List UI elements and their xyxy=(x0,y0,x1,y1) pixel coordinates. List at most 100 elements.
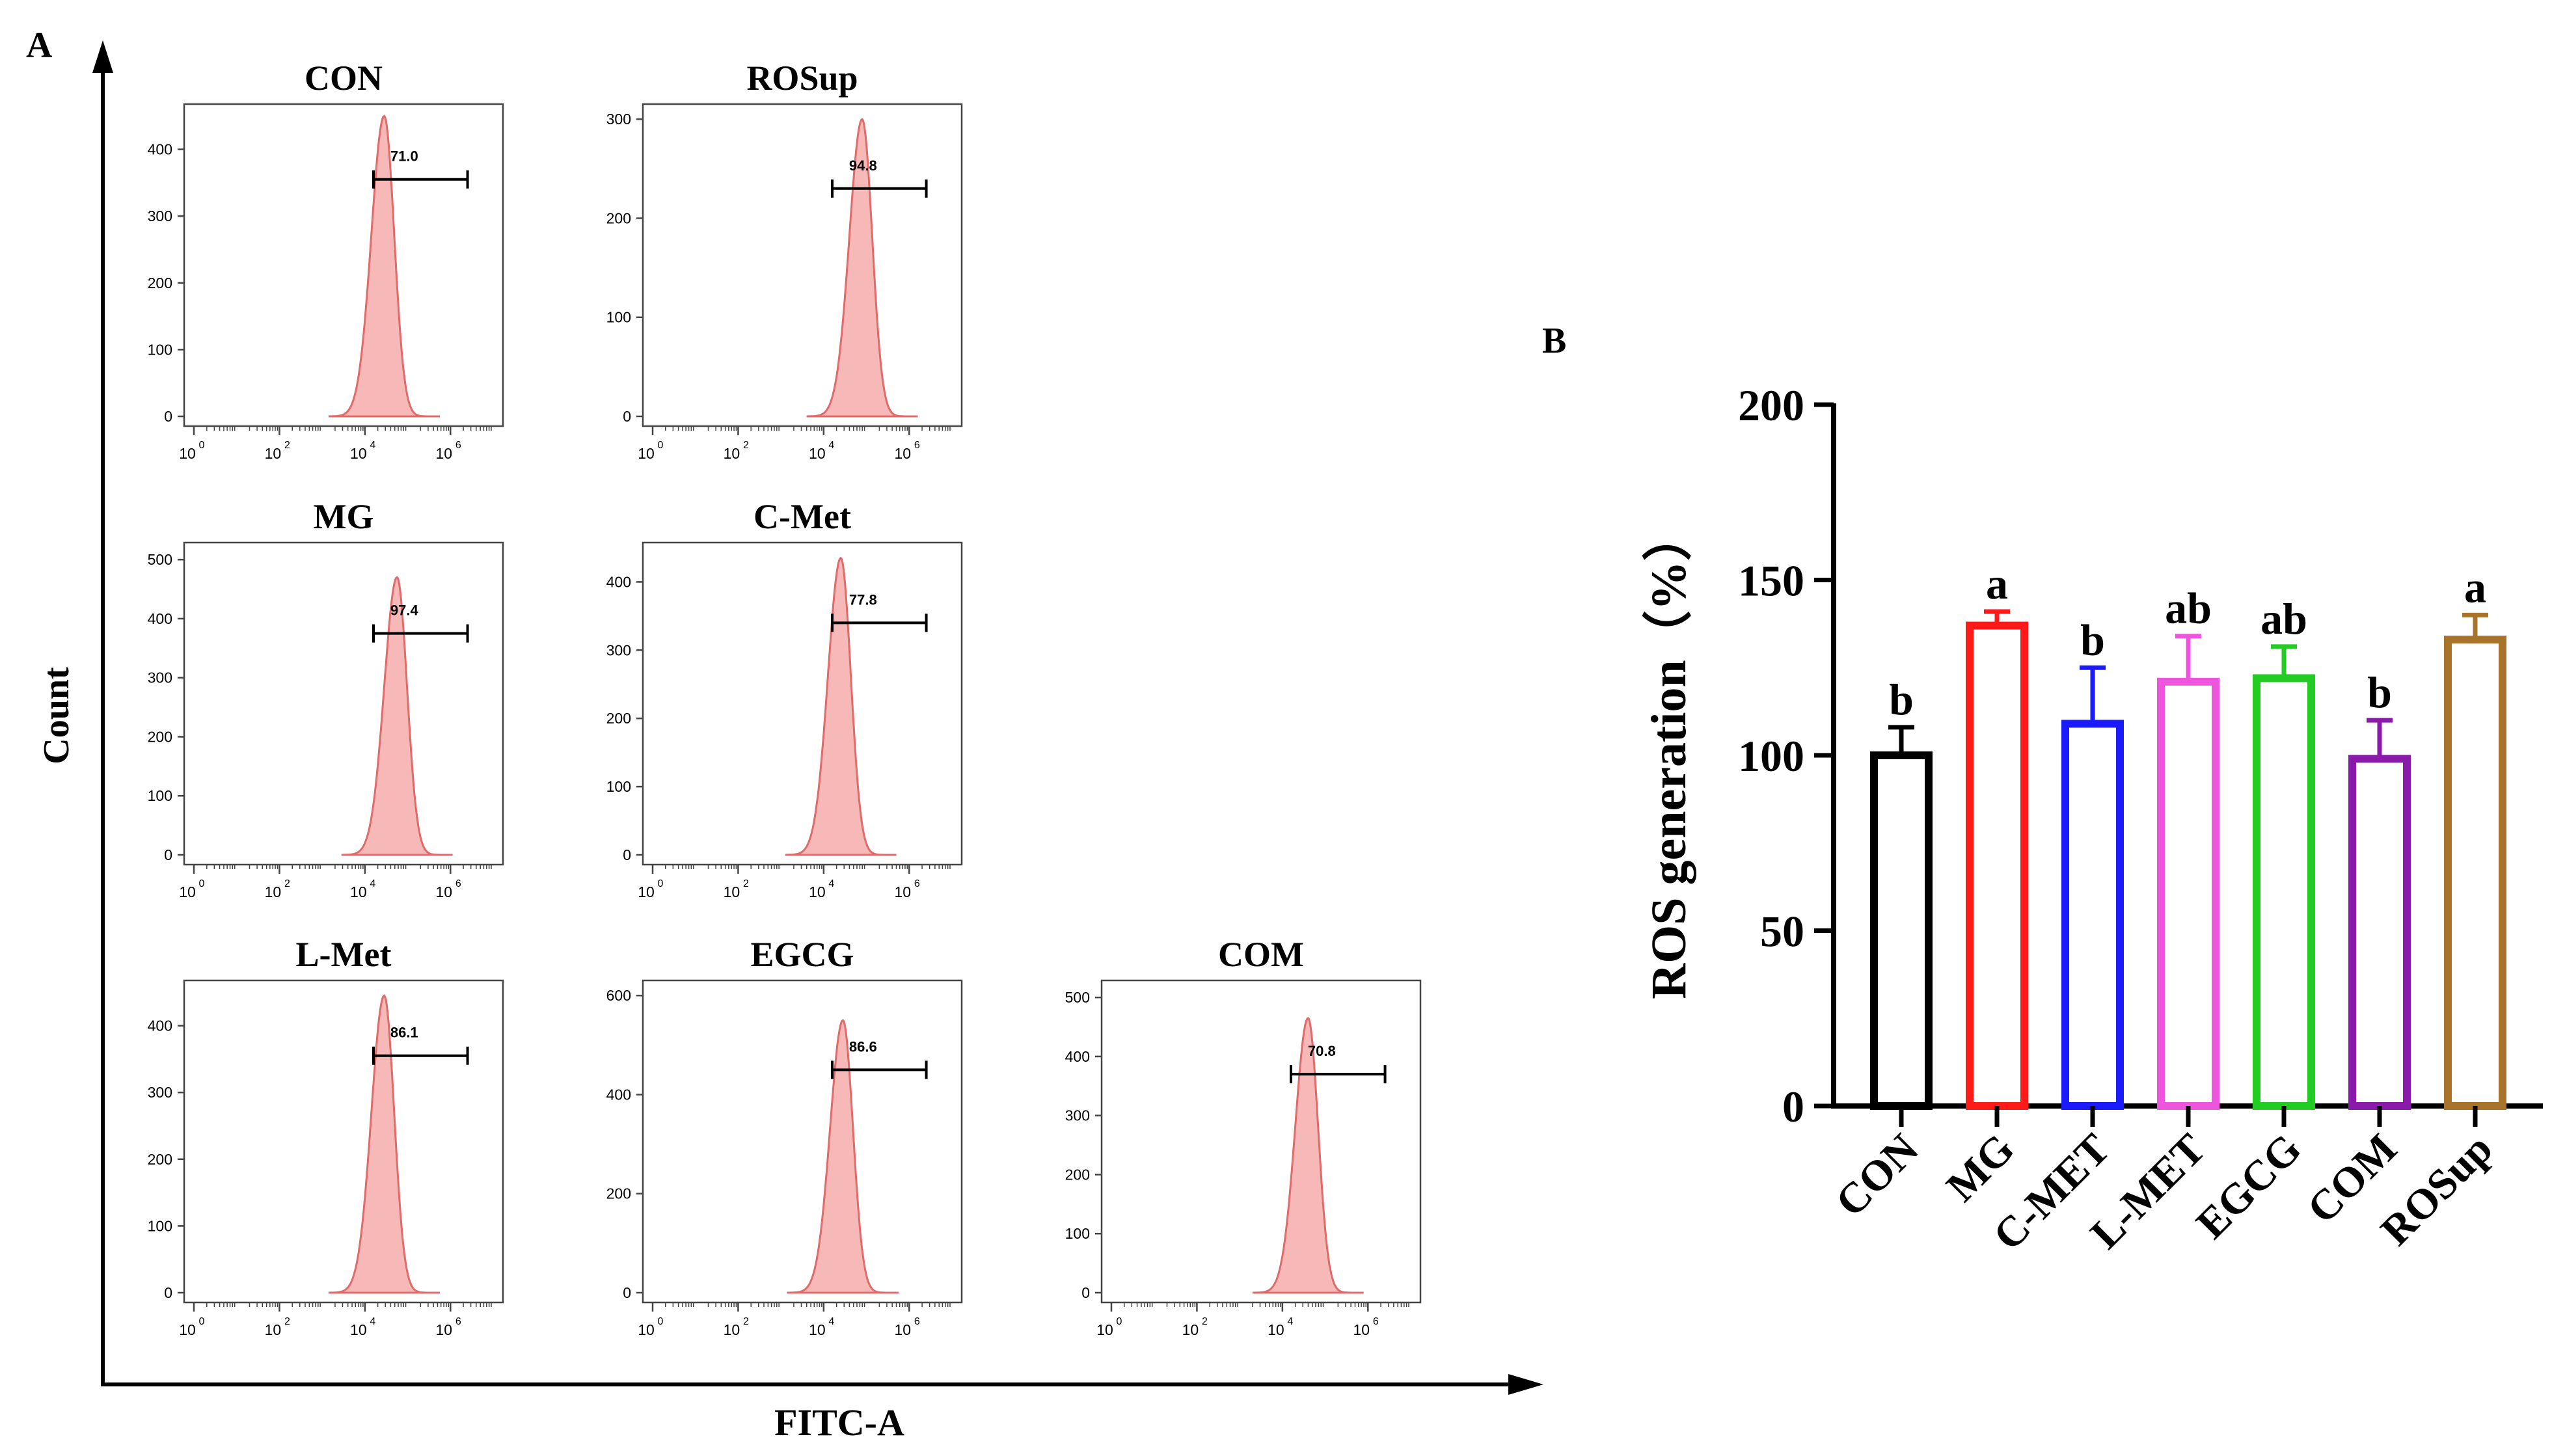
bar-x-tick-label: MG xyxy=(1938,1125,2024,1211)
x-tick-exponent: 6 xyxy=(1373,1316,1379,1327)
significance-letter: ab xyxy=(2260,594,2307,643)
y-tick-label: 400 xyxy=(148,141,172,158)
y-tick-label: 100 xyxy=(148,1217,172,1234)
gate-percentage: 94.8 xyxy=(849,157,877,174)
bar-con xyxy=(1870,751,1933,1110)
histogram-title: MG xyxy=(314,497,374,536)
bar-chart-y-label: ROS generation（%） xyxy=(1642,511,1696,999)
x-tick-exponent: 2 xyxy=(284,878,290,889)
y-tick-label: 400 xyxy=(606,1086,631,1103)
y-tick-label: 0 xyxy=(164,846,172,863)
y-tick-label: 400 xyxy=(1065,1048,1090,1065)
x-tick-label: 10 xyxy=(350,445,367,462)
histogram-title: L-Met xyxy=(296,935,392,974)
x-tick-exponent: 0 xyxy=(199,878,205,889)
x-tick-label: 10 xyxy=(435,445,452,462)
y-tick-label: 100 xyxy=(606,309,631,326)
y-tick-label: 300 xyxy=(148,1084,172,1101)
x-tick-exponent: 6 xyxy=(455,878,461,889)
histogram-title: C-Met xyxy=(753,497,851,536)
y-tick-label: 200 xyxy=(606,1185,631,1202)
histogram-curve xyxy=(329,115,440,418)
shared-x-axis-arrow xyxy=(1508,1374,1543,1395)
significance-letter: b xyxy=(2080,615,2105,664)
histogram-curve xyxy=(785,556,897,856)
bar-y-tick-label: 150 xyxy=(1738,556,1804,606)
bar-l-met xyxy=(2157,677,2219,1111)
x-tick-label: 10 xyxy=(1096,1321,1113,1338)
ros-bar-chart: ROS generation（%）050100150200bCONaMGbC-M… xyxy=(1642,381,2543,1260)
significance-letter: b xyxy=(2367,667,2392,717)
x-tick-label: 10 xyxy=(435,883,452,900)
y-tick-label: 0 xyxy=(623,1284,631,1301)
y-tick-label: 100 xyxy=(148,341,172,358)
y-tick-label: 200 xyxy=(606,209,631,226)
x-tick-label: 10 xyxy=(350,883,367,900)
bar-x-tick-label: EGCG xyxy=(2188,1125,2311,1248)
histogram-curve xyxy=(329,994,440,1294)
x-tick-label: 10 xyxy=(1353,1321,1370,1338)
x-tick-exponent: 4 xyxy=(828,1316,834,1327)
y-tick-label: 500 xyxy=(1065,989,1090,1006)
y-tick-label: 200 xyxy=(1065,1166,1090,1183)
gate-percentage: 86.6 xyxy=(849,1038,877,1055)
panel-a-label: A xyxy=(26,25,53,66)
x-tick-exponent: 6 xyxy=(455,440,461,451)
x-tick-exponent: 2 xyxy=(284,1316,290,1327)
x-tick-exponent: 0 xyxy=(199,440,205,451)
panel-b-label: B xyxy=(1542,321,1566,361)
x-tick-label: 10 xyxy=(809,445,826,462)
x-tick-label: 10 xyxy=(179,445,196,462)
y-tick-label: 300 xyxy=(606,111,631,128)
x-tick-label: 10 xyxy=(265,1321,282,1338)
x-tick-label: 10 xyxy=(724,1321,740,1338)
histogram-curve xyxy=(341,576,453,856)
x-tick-exponent: 2 xyxy=(284,440,290,451)
significance-letter: a xyxy=(1986,559,2008,608)
y-tick-label: 300 xyxy=(606,641,631,658)
x-tick-label: 10 xyxy=(638,1321,655,1338)
gate-percentage: 70.8 xyxy=(1308,1043,1336,1059)
x-tick-exponent: 4 xyxy=(828,440,834,451)
x-tick-exponent: 2 xyxy=(1202,1316,1208,1327)
histogram-frame xyxy=(642,103,963,427)
shared-y-axis-arrow xyxy=(92,40,113,73)
y-tick-label: 500 xyxy=(148,551,172,568)
bar-y-tick-label: 100 xyxy=(1738,731,1804,781)
x-tick-label: 10 xyxy=(638,883,655,900)
x-tick-exponent: 2 xyxy=(743,878,749,889)
panel-a-shared-axes: Count FITC-A xyxy=(36,40,1543,1444)
bar-y-tick-label: 0 xyxy=(1782,1082,1804,1131)
x-tick-label: 10 xyxy=(638,445,655,462)
y-tick-label: 0 xyxy=(164,1284,172,1301)
y-tick-label: 300 xyxy=(148,208,172,224)
x-tick-label: 10 xyxy=(894,1321,911,1338)
bar-y-tick-label: 50 xyxy=(1760,907,1804,956)
x-tick-label: 10 xyxy=(179,1321,196,1338)
y-tick-label: 100 xyxy=(606,778,631,795)
significance-letter: a xyxy=(2464,562,2486,612)
x-tick-exponent: 0 xyxy=(1117,1316,1122,1327)
x-tick-label: 10 xyxy=(724,883,740,900)
bar-x-tick-label: CON xyxy=(1826,1125,1927,1226)
y-tick-label: 600 xyxy=(606,987,631,1004)
bar-rosup xyxy=(2444,636,2506,1110)
x-tick-label: 10 xyxy=(265,883,282,900)
histogram-curve xyxy=(787,1019,899,1294)
histogram-title: ROSup xyxy=(746,59,858,98)
bar-egcg xyxy=(2253,674,2315,1111)
x-tick-label: 10 xyxy=(894,445,911,462)
x-tick-label: 10 xyxy=(724,445,740,462)
y-tick-label: 300 xyxy=(1065,1107,1090,1124)
shared-y-label: Count xyxy=(36,667,77,764)
y-tick-label: 100 xyxy=(148,787,172,804)
bar-mg xyxy=(1966,621,2028,1110)
x-tick-exponent: 0 xyxy=(658,878,664,889)
x-tick-exponent: 2 xyxy=(743,1316,749,1327)
histogram-title: EGCG xyxy=(750,935,854,974)
x-tick-label: 10 xyxy=(350,1321,367,1338)
y-tick-label: 200 xyxy=(606,710,631,727)
